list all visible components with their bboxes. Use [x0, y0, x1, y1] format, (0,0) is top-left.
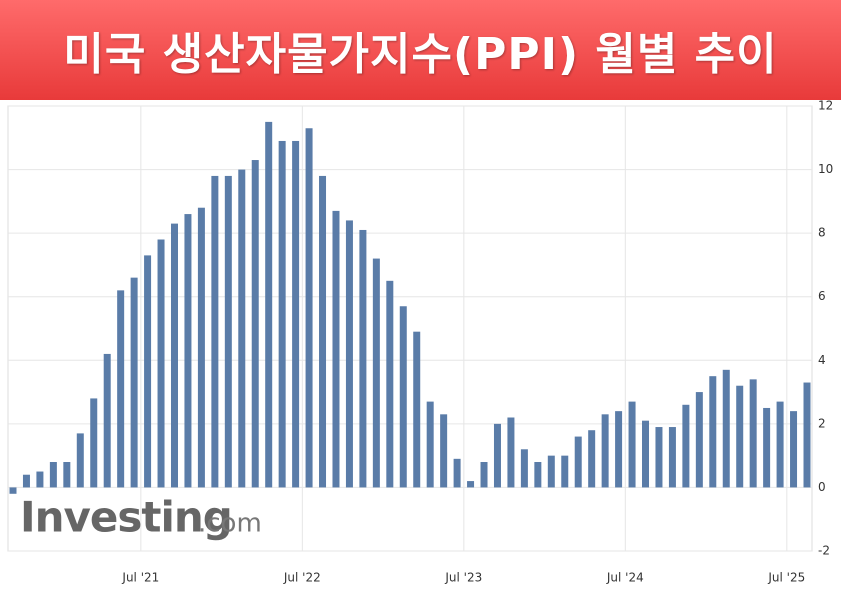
bar	[22, 474, 30, 488]
y-tick-label: 12	[818, 100, 833, 113]
x-tick-label: Jul '21	[121, 571, 159, 585]
bar	[493, 423, 501, 488]
bar	[790, 411, 798, 488]
bar	[305, 128, 313, 488]
bar	[695, 392, 703, 488]
bar	[803, 382, 811, 488]
bar	[480, 462, 488, 488]
bar	[224, 175, 232, 488]
bar	[157, 239, 165, 488]
bar	[655, 427, 663, 488]
bar	[386, 280, 394, 488]
bar	[426, 401, 434, 488]
bar	[265, 121, 273, 488]
bar	[36, 471, 44, 488]
bar	[197, 207, 205, 488]
bar	[117, 290, 125, 488]
bar	[63, 462, 71, 488]
bar	[547, 455, 555, 488]
plot-frame	[7, 105, 813, 552]
bar	[130, 277, 138, 488]
bar	[615, 411, 623, 488]
logo-suffix: .com	[198, 509, 262, 539]
bar	[763, 407, 771, 488]
bar	[413, 331, 421, 488]
bar	[211, 175, 219, 488]
bar	[682, 404, 690, 488]
y-tick-label: -2	[818, 544, 830, 558]
bar	[184, 214, 192, 488]
y-tick-label: 4	[818, 353, 826, 367]
chart-title: 미국 생산자물가지수(PPI) 월별 추이	[63, 29, 778, 80]
bar	[90, 398, 98, 488]
bar	[440, 414, 448, 488]
bar	[453, 458, 461, 488]
bar	[359, 229, 367, 488]
bar	[332, 210, 340, 488]
y-tick-label: 0	[818, 480, 826, 494]
bar	[170, 223, 178, 488]
bar	[534, 462, 542, 488]
bar	[9, 487, 17, 494]
bar	[722, 369, 730, 488]
bar	[736, 385, 744, 488]
bar	[588, 430, 596, 488]
bar	[574, 436, 582, 488]
logo: Investing	[20, 493, 232, 542]
bar	[49, 462, 57, 488]
chart: Investing .com -2 0 2 4 6 8 10 12 Jul '21 Jul '22…	[7, 100, 833, 585]
bar	[103, 353, 111, 488]
x-tick-label: Jul '24	[606, 571, 644, 585]
bar	[76, 433, 84, 488]
bar	[628, 401, 636, 488]
bar	[668, 427, 676, 488]
bar	[601, 414, 609, 488]
bar	[144, 255, 152, 488]
bar	[520, 449, 528, 488]
bar	[278, 140, 286, 488]
y-tick-label: 2	[818, 416, 826, 430]
x-tick-label: Jul '22	[283, 571, 321, 585]
bar	[749, 379, 757, 488]
bar	[776, 401, 784, 488]
x-tick-label: Jul '25	[767, 571, 805, 585]
y-tick-label: 6	[818, 289, 826, 303]
bar	[642, 420, 650, 488]
bar	[709, 376, 717, 488]
bar	[292, 140, 300, 488]
bar	[372, 258, 380, 488]
bar	[507, 417, 515, 488]
bar	[238, 169, 246, 488]
bar	[319, 175, 327, 488]
title-banner: 미국 생산자물가지수(PPI) 월별 추이	[0, 0, 841, 100]
x-tick-label: Jul '23	[444, 571, 482, 585]
bar	[399, 306, 407, 488]
y-tick-label: 8	[818, 226, 826, 240]
bar	[561, 455, 569, 488]
bar	[345, 220, 353, 488]
bar	[251, 160, 259, 488]
y-tick-label: 10	[818, 162, 833, 176]
bar	[467, 481, 475, 488]
